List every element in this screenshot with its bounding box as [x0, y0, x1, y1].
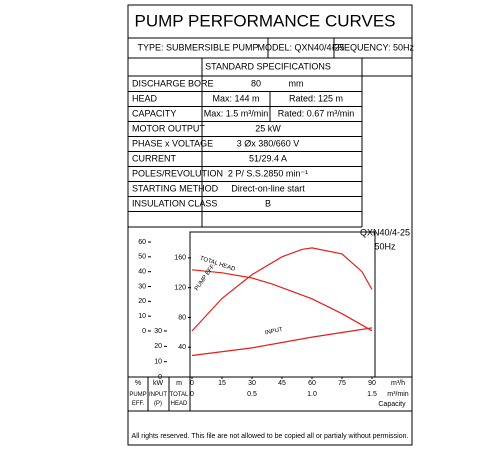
curve-label: INPUT	[264, 327, 283, 337]
type: TYPE: SUBMERSIBLE PUMP	[137, 42, 258, 52]
x-tick-label: 90	[368, 380, 376, 387]
x-tick-label: 45	[278, 380, 286, 387]
spec-label: MOTOR OUTPUT	[132, 123, 205, 133]
pct-tick-label: 0	[142, 328, 146, 335]
x2-title: Capacity	[378, 401, 406, 408]
title: PUMP PERFORMANCE CURVES	[134, 11, 395, 30]
row-label: TOTAL HEAD	[170, 392, 189, 407]
spec-value: 80	[251, 78, 261, 88]
spec-value: 51/29.4 A	[249, 153, 287, 163]
spec-label: CAPACITY	[132, 108, 176, 118]
spec-value: 3 Øx 380/660 V	[237, 138, 300, 148]
x2-unit: m³/min	[387, 391, 408, 398]
m-tick-label: 40	[178, 344, 186, 351]
frequency: FREQUENCY: 50Hz	[332, 42, 415, 52]
spec-value: B	[265, 198, 271, 208]
x-tick-label: 1.5	[367, 391, 377, 398]
pct-tick-label: 10	[138, 313, 146, 320]
frame	[127, 4, 413, 446]
spec-value: 2 P/ S.S.2850 min⁻¹	[228, 168, 308, 178]
x-tick-label: 75	[338, 380, 346, 387]
unit-label: kW	[153, 380, 164, 387]
curve	[191, 247, 373, 332]
spec-label: HEAD	[132, 93, 158, 103]
pct-tick-label: 40	[138, 269, 146, 276]
kw-tick-label: 20	[154, 343, 162, 350]
spec-label: STARTING METHOD	[132, 183, 219, 193]
x-tick-label: 1.0	[307, 391, 317, 398]
x-tick-label: 60	[308, 380, 316, 387]
spec-value: Rated: 0.67 m³/min	[278, 108, 355, 118]
spec-label: POLES/REVOLUTION	[132, 168, 223, 178]
footer: All rights reserved. This file are not a…	[132, 433, 409, 440]
model: MODEL: QXN40/4-25	[257, 42, 344, 52]
spec-value: Rated: 125 m	[289, 93, 343, 103]
curve-label: TOTAL HEAD	[199, 256, 237, 273]
curve	[191, 269, 373, 332]
curve	[191, 327, 373, 357]
unit-label: m	[176, 380, 182, 387]
row-label: INPUT (P)	[149, 392, 167, 407]
pct-tick-label: 50	[138, 254, 146, 261]
x-tick-label: 15	[218, 380, 226, 387]
spec-value: Direct-on-line start	[231, 183, 305, 193]
m-tick-label: 80	[178, 314, 186, 321]
pct-tick-label: 60	[138, 239, 146, 246]
kw-tick-label: 0	[158, 374, 162, 381]
spec-value: Max: 1.5 m³/min	[204, 108, 269, 118]
spec-value: mm	[289, 78, 304, 88]
x-unit: m³/h	[391, 380, 405, 387]
x-tick-label: 0	[190, 391, 194, 398]
unit-label: %	[135, 380, 141, 387]
x-tick-label: 0	[190, 380, 194, 387]
x-tick-label: 30	[248, 380, 256, 387]
kw-tick-label: 10	[154, 359, 162, 366]
spec-label: PHASE x VOLTAGE	[132, 138, 213, 148]
kw-tick-label: 30	[154, 328, 162, 335]
pct-tick-label: 20	[138, 298, 146, 305]
row-label: PUMP EFF.	[129, 392, 146, 407]
frequency-label: 50Hz	[374, 241, 396, 251]
plot-box	[189, 231, 376, 378]
model-label: QXN40/4-25	[360, 227, 410, 237]
specs-title: STANDARD SPECIFICATIONS	[205, 61, 331, 71]
m-tick-label: 120	[174, 285, 186, 292]
spec-value: Max: 144 m	[212, 93, 259, 103]
spec-value: 25 kW	[255, 123, 281, 133]
spec-label: CURRENT	[132, 153, 177, 163]
curve-label: PUMP EFF.	[194, 263, 217, 292]
spec-label: DISCHARGE BORE	[132, 78, 214, 88]
spec-label: INSULATION CLASS	[132, 198, 217, 208]
x-tick-label: 0.5	[247, 391, 257, 398]
pct-tick-label: 30	[138, 283, 146, 290]
m-tick-label: 160	[174, 255, 186, 262]
